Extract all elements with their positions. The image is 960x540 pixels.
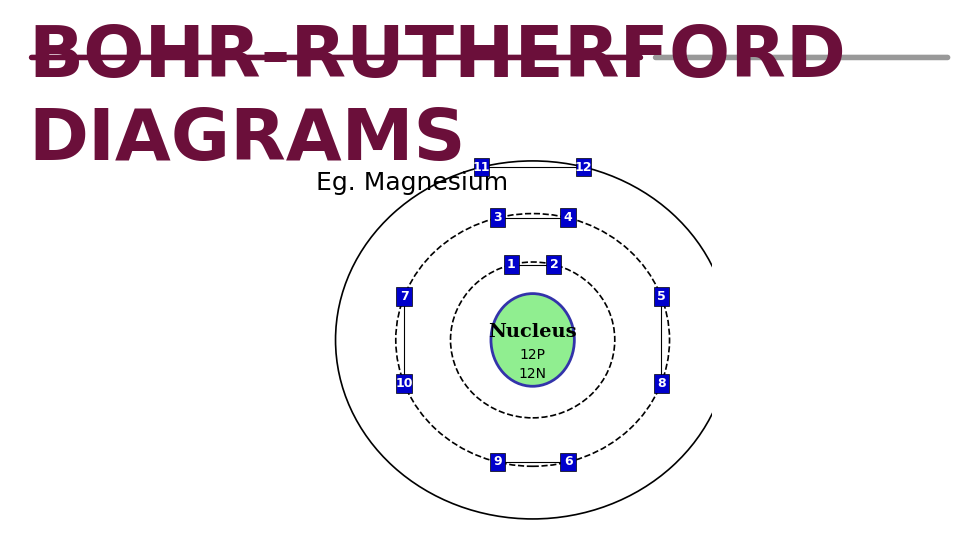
Text: BOHR-RUTHERFORD: BOHR-RUTHERFORD	[29, 23, 847, 92]
Text: 8: 8	[657, 376, 665, 390]
FancyBboxPatch shape	[474, 158, 490, 177]
FancyBboxPatch shape	[396, 374, 412, 393]
Text: 12: 12	[575, 160, 592, 173]
Text: 4: 4	[564, 211, 572, 225]
Text: 3: 3	[492, 211, 501, 225]
Ellipse shape	[491, 294, 574, 386]
Text: 2: 2	[549, 258, 559, 271]
Text: 12N: 12N	[518, 367, 546, 381]
Text: 10: 10	[396, 376, 413, 390]
Text: 12P: 12P	[519, 348, 545, 362]
Text: Eg. Magnesium: Eg. Magnesium	[316, 172, 508, 195]
FancyBboxPatch shape	[654, 287, 669, 306]
Text: 11: 11	[473, 160, 491, 173]
FancyBboxPatch shape	[561, 208, 576, 227]
Text: 5: 5	[657, 290, 665, 303]
FancyBboxPatch shape	[546, 255, 562, 274]
Text: 9: 9	[492, 455, 501, 469]
Text: 7: 7	[399, 290, 408, 303]
FancyBboxPatch shape	[504, 255, 519, 274]
FancyBboxPatch shape	[654, 374, 669, 393]
Text: 6: 6	[564, 455, 572, 469]
FancyBboxPatch shape	[396, 287, 412, 306]
Text: 1: 1	[507, 258, 516, 271]
FancyBboxPatch shape	[490, 453, 505, 471]
FancyBboxPatch shape	[490, 208, 505, 227]
FancyBboxPatch shape	[561, 453, 576, 471]
FancyBboxPatch shape	[576, 158, 591, 177]
Text: Nucleus: Nucleus	[489, 322, 577, 341]
Text: DIAGRAMS: DIAGRAMS	[29, 106, 467, 175]
